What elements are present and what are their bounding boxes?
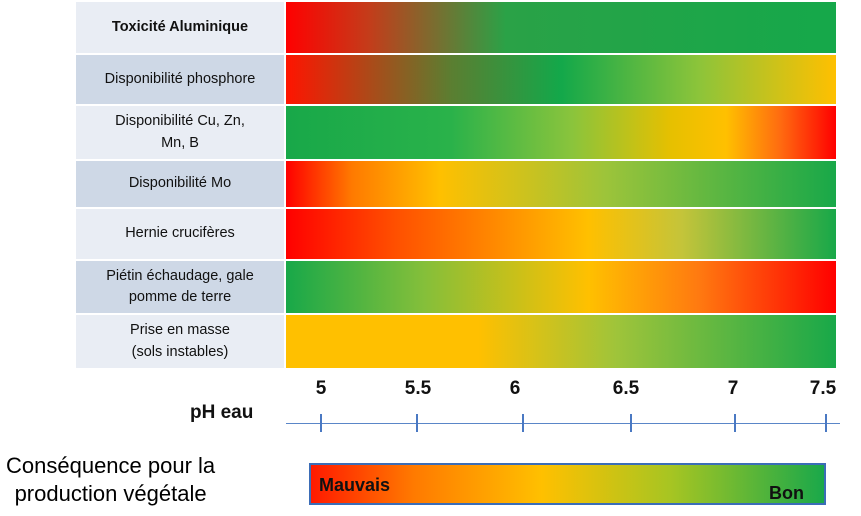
tick-label-6-5: 6.5 bbox=[612, 378, 640, 399]
tick-label-7-5: 7.5 bbox=[809, 378, 837, 399]
row-hernie: Hernie crucifères bbox=[76, 209, 836, 261]
tick-label-5-5: 5.5 bbox=[404, 378, 432, 399]
row-pietin: Piétin échaudage, gale pomme de terre bbox=[76, 261, 836, 315]
row-cu-zn-mn-b: Disponibilité Cu, Zn, Mn, B bbox=[76, 106, 836, 161]
tick-label-6: 6 bbox=[509, 378, 521, 399]
axis-tick bbox=[630, 414, 632, 432]
gradient-bar bbox=[284, 209, 836, 259]
axis-tick bbox=[522, 414, 524, 432]
legend-good-label: Bon bbox=[769, 483, 804, 503]
gradient-bar bbox=[284, 315, 836, 368]
axis-tick bbox=[320, 414, 322, 432]
row-label: Disponibilité phosphore bbox=[76, 55, 284, 104]
quality-legend-bar: Mauvais Bon bbox=[309, 463, 826, 505]
gradient-bar bbox=[284, 2, 836, 53]
axis-tick bbox=[825, 414, 827, 432]
row-label: Toxicité Aluminique bbox=[76, 2, 284, 53]
ph-axis-line bbox=[286, 423, 840, 424]
row-label: Piétin échaudage, gale pomme de terre bbox=[76, 261, 284, 313]
row-label: Prise en masse (sols instables) bbox=[76, 315, 284, 368]
axis-tick bbox=[734, 414, 736, 432]
gradient-bar bbox=[284, 106, 836, 159]
row-molybdene: Disponibilité Mo bbox=[76, 161, 836, 209]
row-label: Disponibilité Mo bbox=[76, 161, 284, 207]
row-prise-en-masse: Prise en masse (sols instables) bbox=[76, 315, 836, 368]
legend-title: Conséquence pour la production végétale bbox=[6, 453, 216, 506]
row-label: Hernie crucifères bbox=[76, 209, 284, 259]
row-label: Disponibilité Cu, Zn, Mn, B bbox=[76, 106, 284, 159]
gradient-bar bbox=[284, 161, 836, 207]
axis-tick bbox=[416, 414, 418, 432]
effects-table: Toxicité Aluminique Disponibilité phosph… bbox=[76, 2, 836, 368]
gradient-bar bbox=[284, 55, 836, 104]
legend-bad-label: Mauvais bbox=[319, 475, 391, 495]
row-phosphore: Disponibilité phosphore bbox=[76, 55, 836, 106]
tick-label-5: 5 bbox=[315, 378, 327, 399]
row-aluminium: Toxicité Aluminique bbox=[76, 2, 836, 55]
gradient-bar bbox=[284, 261, 836, 313]
axis-title: pH eau bbox=[190, 402, 254, 423]
tick-label-7: 7 bbox=[727, 378, 739, 399]
